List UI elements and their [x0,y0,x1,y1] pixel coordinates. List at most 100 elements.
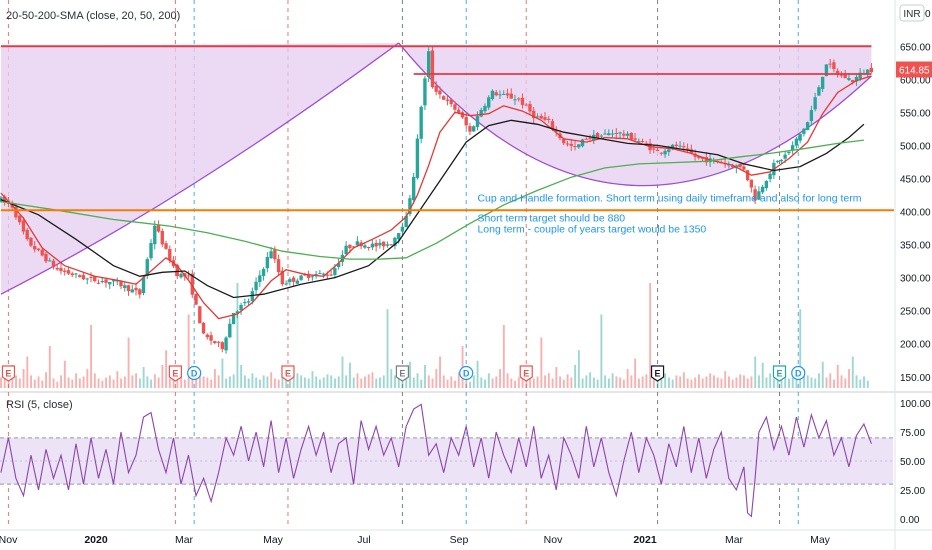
candle-body [505,93,510,96]
volume-bar [495,376,498,388]
volume-bar [296,373,299,388]
volume-bar [581,378,584,388]
volume-bar [427,375,430,388]
candle-body [775,160,780,162]
candle-body [449,99,453,105]
candle-body [126,285,131,292]
volume-bar [529,371,532,388]
candle-body [704,157,709,163]
volume-bar [859,379,862,388]
candle-body [682,146,686,148]
candle-body [562,138,566,144]
rsi-title: RSI (5, close) [6,399,73,411]
volume-bar [450,376,453,388]
indicator-legend[interactable]: 20-50-200-SMA (close, 20, 50, 200) [6,10,180,22]
earnings-marker [519,365,533,382]
event-marker-label: E [399,369,405,379]
candle-body [494,92,498,96]
price-tick-label: 400.00 [900,208,931,219]
volume-bar [724,371,727,388]
candle-body [123,285,127,289]
volume-bar [334,378,336,388]
volume-bar [300,375,303,388]
volume-bar [671,379,674,388]
volume-bar [225,378,228,388]
dividend-marker [791,365,806,381]
volume-bar [630,375,633,388]
volume-bar [836,364,839,388]
volume-bar [18,378,21,388]
volume-bar [86,369,89,388]
volume-bar [743,375,745,388]
volume-bar [367,374,370,388]
volume-bar [97,378,100,388]
volume-bar [574,364,577,388]
event-marker-label: E [655,369,661,379]
volume-bar [251,373,254,388]
candle-body [633,138,637,140]
volume-bar [26,356,29,388]
candle-body [44,253,48,262]
volume-bar [22,369,25,388]
candle-body [156,225,161,232]
volume-bar [754,356,757,388]
volume-bar [101,380,104,388]
volume-bar [289,378,291,388]
volume-bar [228,376,231,388]
volume-bar [472,375,475,388]
volume-bar [195,378,198,388]
candle-body [134,287,138,291]
candle-body [839,74,844,76]
candle-body [532,110,536,119]
candle-body [644,143,648,145]
volume-bar [686,378,689,388]
volume-bar [600,314,603,388]
volume-bar [585,375,588,388]
candle-body [520,97,525,105]
candle-body [820,76,825,89]
volume-bar [803,369,805,388]
candle-body [655,149,660,152]
candle-body [798,133,802,141]
candle-body [502,93,506,95]
candle-body [111,280,116,282]
volume-bar [142,367,145,388]
volume-bar [153,374,156,388]
candle-body [149,242,153,259]
candle-body [779,159,784,162]
volume-bar [30,375,32,388]
sma-line-200 [0,139,864,260]
volume-bar [221,358,224,388]
currency-badge-label: INR [903,9,920,20]
volume-bar [337,376,340,388]
volume-bar [210,379,213,388]
volume-bar [780,374,783,388]
volume-bar [656,375,659,388]
candle-body [487,97,491,108]
currency-badge[interactable]: INR [899,4,925,22]
volume-bar [352,377,355,388]
volume-bar [150,379,153,388]
volume-bar [840,375,843,388]
candle-body [813,97,817,110]
candle-body [577,144,581,148]
candle-body [333,268,337,275]
volume-bar [851,356,854,388]
volume-bar [311,371,314,388]
volume-bar [566,374,569,388]
candle-body [517,98,521,100]
candle-body [584,138,588,140]
candle-body [205,334,209,338]
candle-body [216,341,221,343]
time-tick-label: May [810,534,831,546]
pattern-fills [0,42,872,295]
candle-body [40,249,44,256]
candle-body [783,154,787,159]
candle-body [565,143,570,145]
candle-body [59,267,63,272]
candle-body [430,50,435,88]
volume-bar [476,360,479,388]
candle-body [858,72,862,79]
candle-body [824,64,829,77]
